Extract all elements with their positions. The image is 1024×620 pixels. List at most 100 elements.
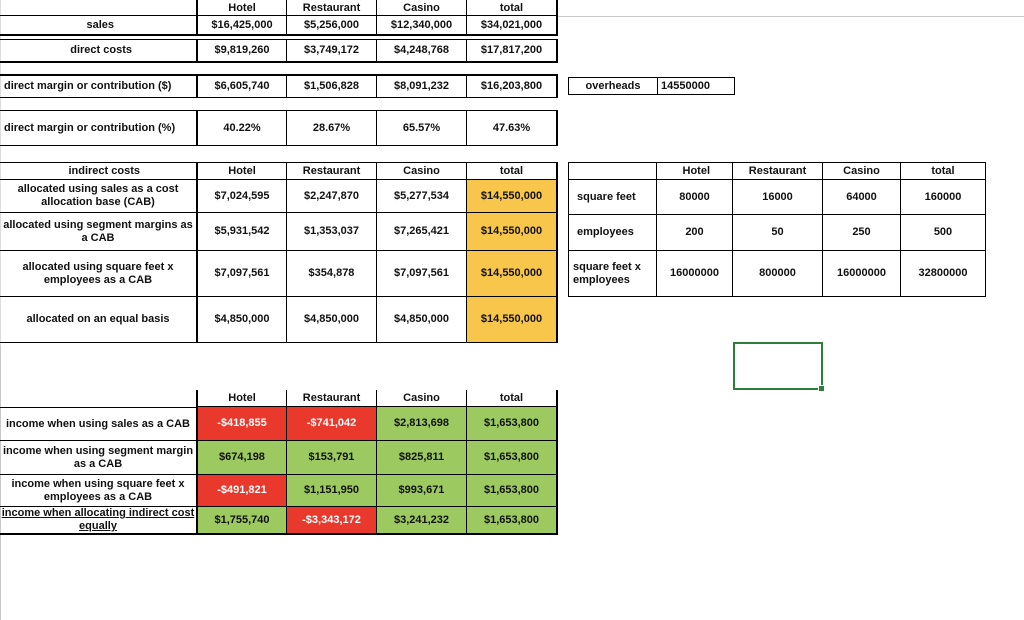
indirect-row-restaurant[interactable]: $4,850,000 bbox=[286, 297, 376, 343]
direct-costs-label[interactable]: direct costs bbox=[0, 39, 196, 63]
indirect-row-hotel[interactable]: $7,097,561 bbox=[196, 251, 286, 297]
direct-margin-pct-casino[interactable]: 65.57% bbox=[376, 110, 466, 146]
bases-row-restaurant[interactable]: 16000 bbox=[732, 180, 822, 215]
direct-costs-hotel[interactable]: $9,819,260 bbox=[196, 39, 286, 63]
bases-row-casino[interactable]: 64000 bbox=[822, 180, 900, 215]
direct-costs-casino[interactable]: $4,248,768 bbox=[376, 39, 466, 63]
sales-label[interactable]: sales bbox=[0, 15, 196, 36]
bases-row-label[interactable]: employees bbox=[568, 215, 656, 251]
indirect-costs-title[interactable]: indirect costs bbox=[0, 162, 196, 180]
income-row-label[interactable]: income when using segment margin as a CA… bbox=[0, 441, 196, 475]
gridline bbox=[556, 16, 1024, 17]
header-total[interactable]: total bbox=[466, 0, 558, 16]
indirect-row-restaurant[interactable]: $354,878 bbox=[286, 251, 376, 297]
income-row-total[interactable]: $1,653,800 bbox=[466, 407, 558, 441]
income-row-restaurant[interactable]: -$741,042 bbox=[286, 407, 376, 441]
income-row-label[interactable]: income when using sales as a CAB bbox=[0, 407, 196, 441]
direct-margin-casino[interactable]: $8,091,232 bbox=[376, 74, 466, 98]
direct-margin-pct-hotel[interactable]: 40.22% bbox=[196, 110, 286, 146]
bases-header-blank bbox=[568, 162, 656, 180]
income-row-restaurant[interactable]: $153,791 bbox=[286, 441, 376, 475]
indirect-row-casino[interactable]: $4,850,000 bbox=[376, 297, 466, 343]
direct-margin-pct-total[interactable]: 47.63% bbox=[466, 110, 558, 146]
bases-row-label[interactable]: square feet bbox=[568, 180, 656, 215]
direct-margin-label[interactable]: direct margin or contribution ($) bbox=[0, 74, 196, 98]
selected-cell[interactable] bbox=[733, 342, 823, 390]
income-header-restaurant[interactable]: Restaurant bbox=[286, 390, 376, 407]
indirect-row-casino[interactable]: $7,097,561 bbox=[376, 251, 466, 297]
header-casino[interactable]: Casino bbox=[376, 0, 466, 16]
indirect-row-casino[interactable]: $7,265,421 bbox=[376, 213, 466, 251]
sales-restaurant[interactable]: $5,256,000 bbox=[286, 15, 376, 36]
bases-row-total[interactable]: 32800000 bbox=[900, 251, 986, 297]
income-row-hotel[interactable]: -$491,821 bbox=[196, 475, 286, 507]
indirect-row-hotel[interactable]: $7,024,595 bbox=[196, 180, 286, 213]
header-restaurant[interactable]: Restaurant bbox=[286, 0, 376, 16]
bases-row-hotel[interactable]: 80000 bbox=[656, 180, 732, 215]
income-row-restaurant[interactable]: $1,151,950 bbox=[286, 475, 376, 507]
sales-casino[interactable]: $12,340,000 bbox=[376, 15, 466, 36]
bases-header-total[interactable]: total bbox=[900, 162, 986, 180]
indirect-row-hotel[interactable]: $4,850,000 bbox=[196, 297, 286, 343]
indirect-header-hotel[interactable]: Hotel bbox=[196, 162, 286, 180]
indirect-row-hotel[interactable]: $5,931,542 bbox=[196, 213, 286, 251]
indirect-row-total[interactable]: $14,550,000 bbox=[466, 213, 558, 251]
income-row-total[interactable]: $1,653,800 bbox=[466, 507, 558, 535]
income-row-casino[interactable]: $2,813,698 bbox=[376, 407, 466, 441]
sales-total[interactable]: $34,021,000 bbox=[466, 15, 558, 36]
indirect-row-total[interactable]: $14,550,000 bbox=[466, 251, 558, 297]
income-row-hotel[interactable]: $674,198 bbox=[196, 441, 286, 475]
direct-margin-pct-restaurant[interactable]: 28.67% bbox=[286, 110, 376, 146]
income-row-hotel[interactable]: $1,755,740 bbox=[196, 507, 286, 535]
bases-header-restaurant[interactable]: Restaurant bbox=[732, 162, 822, 180]
fill-handle[interactable] bbox=[818, 385, 825, 392]
bases-row-label[interactable]: square feet x employees bbox=[568, 251, 656, 297]
indirect-row-restaurant[interactable]: $1,353,037 bbox=[286, 213, 376, 251]
income-row-label[interactable]: income when using square feet x employee… bbox=[0, 475, 196, 507]
direct-margin-pct-label[interactable]: direct margin or contribution (%) bbox=[0, 110, 196, 146]
direct-costs-total[interactable]: $17,817,200 bbox=[466, 39, 558, 63]
bases-row-hotel[interactable]: 200 bbox=[656, 215, 732, 251]
bases-row-casino[interactable]: 16000000 bbox=[822, 251, 900, 297]
header-hotel[interactable]: Hotel bbox=[196, 0, 286, 16]
bases-row-restaurant[interactable]: 800000 bbox=[732, 251, 822, 297]
income-header-casino[interactable]: Casino bbox=[376, 390, 466, 407]
direct-margin-restaurant[interactable]: $1,506,828 bbox=[286, 74, 376, 98]
indirect-row-label[interactable]: allocated on an equal basis bbox=[0, 297, 196, 343]
income-row-total[interactable]: $1,653,800 bbox=[466, 475, 558, 507]
indirect-header-total[interactable]: total bbox=[466, 162, 558, 180]
indirect-row-total[interactable]: $14,550,000 bbox=[466, 180, 558, 213]
sales-hotel[interactable]: $16,425,000 bbox=[196, 15, 286, 36]
bases-row-total[interactable]: 160000 bbox=[900, 180, 986, 215]
indirect-row-label[interactable]: allocated using segment margins as a CAB bbox=[0, 213, 196, 251]
income-row-restaurant[interactable]: -$3,343,172 bbox=[286, 507, 376, 535]
income-header-total[interactable]: total bbox=[466, 390, 558, 407]
income-header-hotel[interactable]: Hotel bbox=[196, 390, 286, 407]
overheads-label[interactable]: overheads bbox=[568, 77, 658, 95]
overheads-value[interactable]: 14550000 bbox=[657, 77, 735, 95]
direct-margin-hotel[interactable]: $6,605,740 bbox=[196, 74, 286, 98]
indirect-row-restaurant[interactable]: $2,247,870 bbox=[286, 180, 376, 213]
indirect-row-total[interactable]: $14,550,000 bbox=[466, 297, 558, 343]
income-row-label[interactable]: income when allocating indirect cost equ… bbox=[0, 507, 196, 535]
bases-row-hotel[interactable]: 16000000 bbox=[656, 251, 732, 297]
income-row-casino[interactable]: $825,811 bbox=[376, 441, 466, 475]
income-row-hotel[interactable]: -$418,855 bbox=[196, 407, 286, 441]
income-row-casino[interactable]: $993,671 bbox=[376, 475, 466, 507]
gridline bbox=[0, 345, 1, 620]
income-row-total[interactable]: $1,653,800 bbox=[466, 441, 558, 475]
income-row-casino[interactable]: $3,241,232 bbox=[376, 507, 466, 535]
bases-row-restaurant[interactable]: 50 bbox=[732, 215, 822, 251]
indirect-row-casino[interactable]: $5,277,534 bbox=[376, 180, 466, 213]
gridline bbox=[0, 0, 1, 345]
indirect-row-label[interactable]: allocated using square feet x employees … bbox=[0, 251, 196, 297]
indirect-header-restaurant[interactable]: Restaurant bbox=[286, 162, 376, 180]
direct-margin-total[interactable]: $16,203,800 bbox=[466, 74, 558, 98]
bases-header-hotel[interactable]: Hotel bbox=[656, 162, 732, 180]
indirect-header-casino[interactable]: Casino bbox=[376, 162, 466, 180]
indirect-row-label[interactable]: allocated using sales as a cost allocati… bbox=[0, 180, 196, 213]
bases-row-total[interactable]: 500 bbox=[900, 215, 986, 251]
bases-header-casino[interactable]: Casino bbox=[822, 162, 900, 180]
bases-row-casino[interactable]: 250 bbox=[822, 215, 900, 251]
direct-costs-restaurant[interactable]: $3,749,172 bbox=[286, 39, 376, 63]
